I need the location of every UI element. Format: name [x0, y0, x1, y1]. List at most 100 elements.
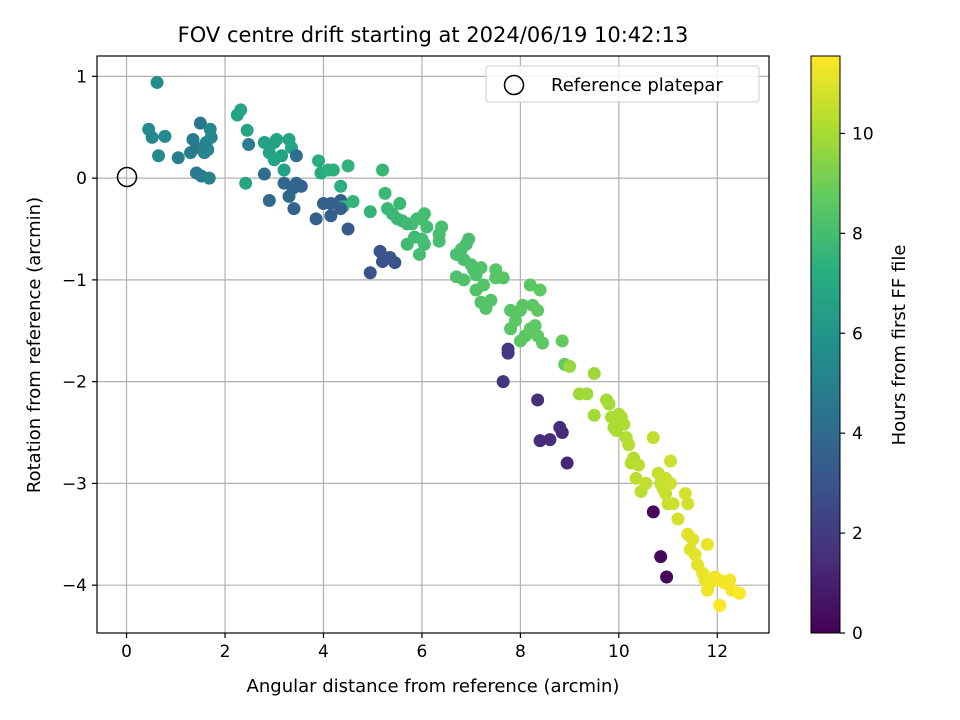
data-point [469, 283, 483, 297]
data-point [257, 135, 271, 149]
x-axis-ticks: 0 2 4 6 8 10 12 [121, 633, 728, 662]
data-point [202, 171, 216, 185]
data-point [289, 149, 303, 163]
colorbar-tick-label: 6 [852, 324, 863, 344]
data-point [341, 159, 355, 173]
data-point [158, 129, 172, 143]
data-point [531, 303, 545, 317]
data-point [432, 234, 446, 248]
data-point [435, 220, 449, 234]
data-point [240, 123, 254, 137]
x-tick-label: 12 [706, 642, 728, 662]
data-point [193, 116, 207, 130]
y-axis-ticks: 1 0 −1 −2 −3 −4 [62, 67, 97, 596]
x-tick-label: 10 [608, 642, 630, 662]
data-point [484, 293, 498, 307]
data-point [523, 278, 537, 292]
legend-box [485, 65, 760, 103]
colorbar-tick-label: 2 [852, 524, 863, 544]
data-point [639, 476, 653, 490]
data-point [617, 417, 631, 431]
data-point [363, 205, 377, 219]
data-point [587, 367, 601, 381]
data-point [204, 130, 218, 144]
colorbar-label: Hours from first FF file [889, 245, 910, 446]
data-point [376, 163, 390, 177]
data-point [277, 163, 291, 177]
data-point [496, 375, 510, 389]
data-point [723, 573, 737, 587]
data-point [474, 261, 488, 275]
x-axis-label: Angular distance from reference (arcmin) [247, 676, 620, 697]
legend-marker-icon [503, 74, 525, 96]
data-point [152, 149, 166, 163]
data-point [654, 550, 668, 564]
data-point [420, 220, 434, 234]
y-tick-label: −1 [62, 271, 87, 291]
legend-entry-label: Reference platepar [551, 75, 723, 96]
data-point [504, 303, 518, 317]
data-point [659, 487, 673, 501]
colorbar-gradient [810, 55, 841, 634]
data-point [516, 298, 530, 312]
data-point [612, 407, 626, 421]
colorbar-tick-label: 0 [852, 624, 863, 644]
data-point [555, 426, 569, 440]
data-point [678, 487, 692, 501]
data-point [257, 167, 271, 181]
data-point [523, 322, 537, 336]
x-tick-label: 6 [417, 642, 428, 662]
colorbar-tick-label: 4 [852, 424, 863, 444]
data-point [688, 548, 702, 562]
data-point [324, 197, 338, 211]
data-point [563, 359, 577, 373]
x-tick-label: 0 [121, 642, 132, 662]
data-point [287, 202, 301, 216]
data-point [664, 454, 678, 468]
data-point [646, 505, 660, 519]
data-point [275, 149, 289, 163]
data-point [309, 212, 323, 226]
chart-title: FOV centre drift starting at 2024/06/19 … [178, 23, 689, 47]
x-tick-label: 2 [220, 642, 231, 662]
data-point [587, 408, 601, 422]
data-point [171, 151, 185, 165]
data-point [664, 476, 678, 490]
data-point [533, 283, 547, 297]
data-point [417, 237, 431, 251]
data-point [629, 471, 643, 485]
data-point [671, 512, 685, 526]
data-point [378, 186, 392, 200]
data-point [373, 244, 387, 258]
data-point [533, 434, 547, 448]
reference-platepar-marker [116, 166, 138, 188]
data-point [197, 146, 211, 160]
data-point [234, 103, 248, 117]
data-point [686, 532, 700, 546]
x-tick-label: 8 [515, 642, 526, 662]
y-axis-label: Rotation from reference (arcmin) [24, 197, 45, 493]
y-tick-label: 0 [76, 169, 87, 189]
data-point [632, 458, 646, 472]
data-point [732, 586, 746, 600]
data-point [341, 222, 355, 236]
data-point [543, 433, 557, 447]
legend: Reference platepar [485, 65, 760, 103]
data-point [334, 179, 348, 193]
data-point [346, 195, 360, 209]
colorbar-tick-label: 8 [852, 224, 863, 244]
y-tick-label: −3 [62, 474, 87, 494]
data-points [142, 75, 746, 613]
data-point [393, 197, 407, 211]
data-point [501, 346, 515, 360]
data-point [388, 256, 402, 270]
data-point [496, 271, 510, 285]
data-point [150, 75, 164, 89]
data-point [412, 247, 426, 261]
data-point [417, 207, 431, 221]
data-point [560, 456, 574, 470]
data-point [660, 570, 674, 584]
y-tick-label: −2 [62, 373, 87, 393]
data-point [334, 202, 348, 216]
